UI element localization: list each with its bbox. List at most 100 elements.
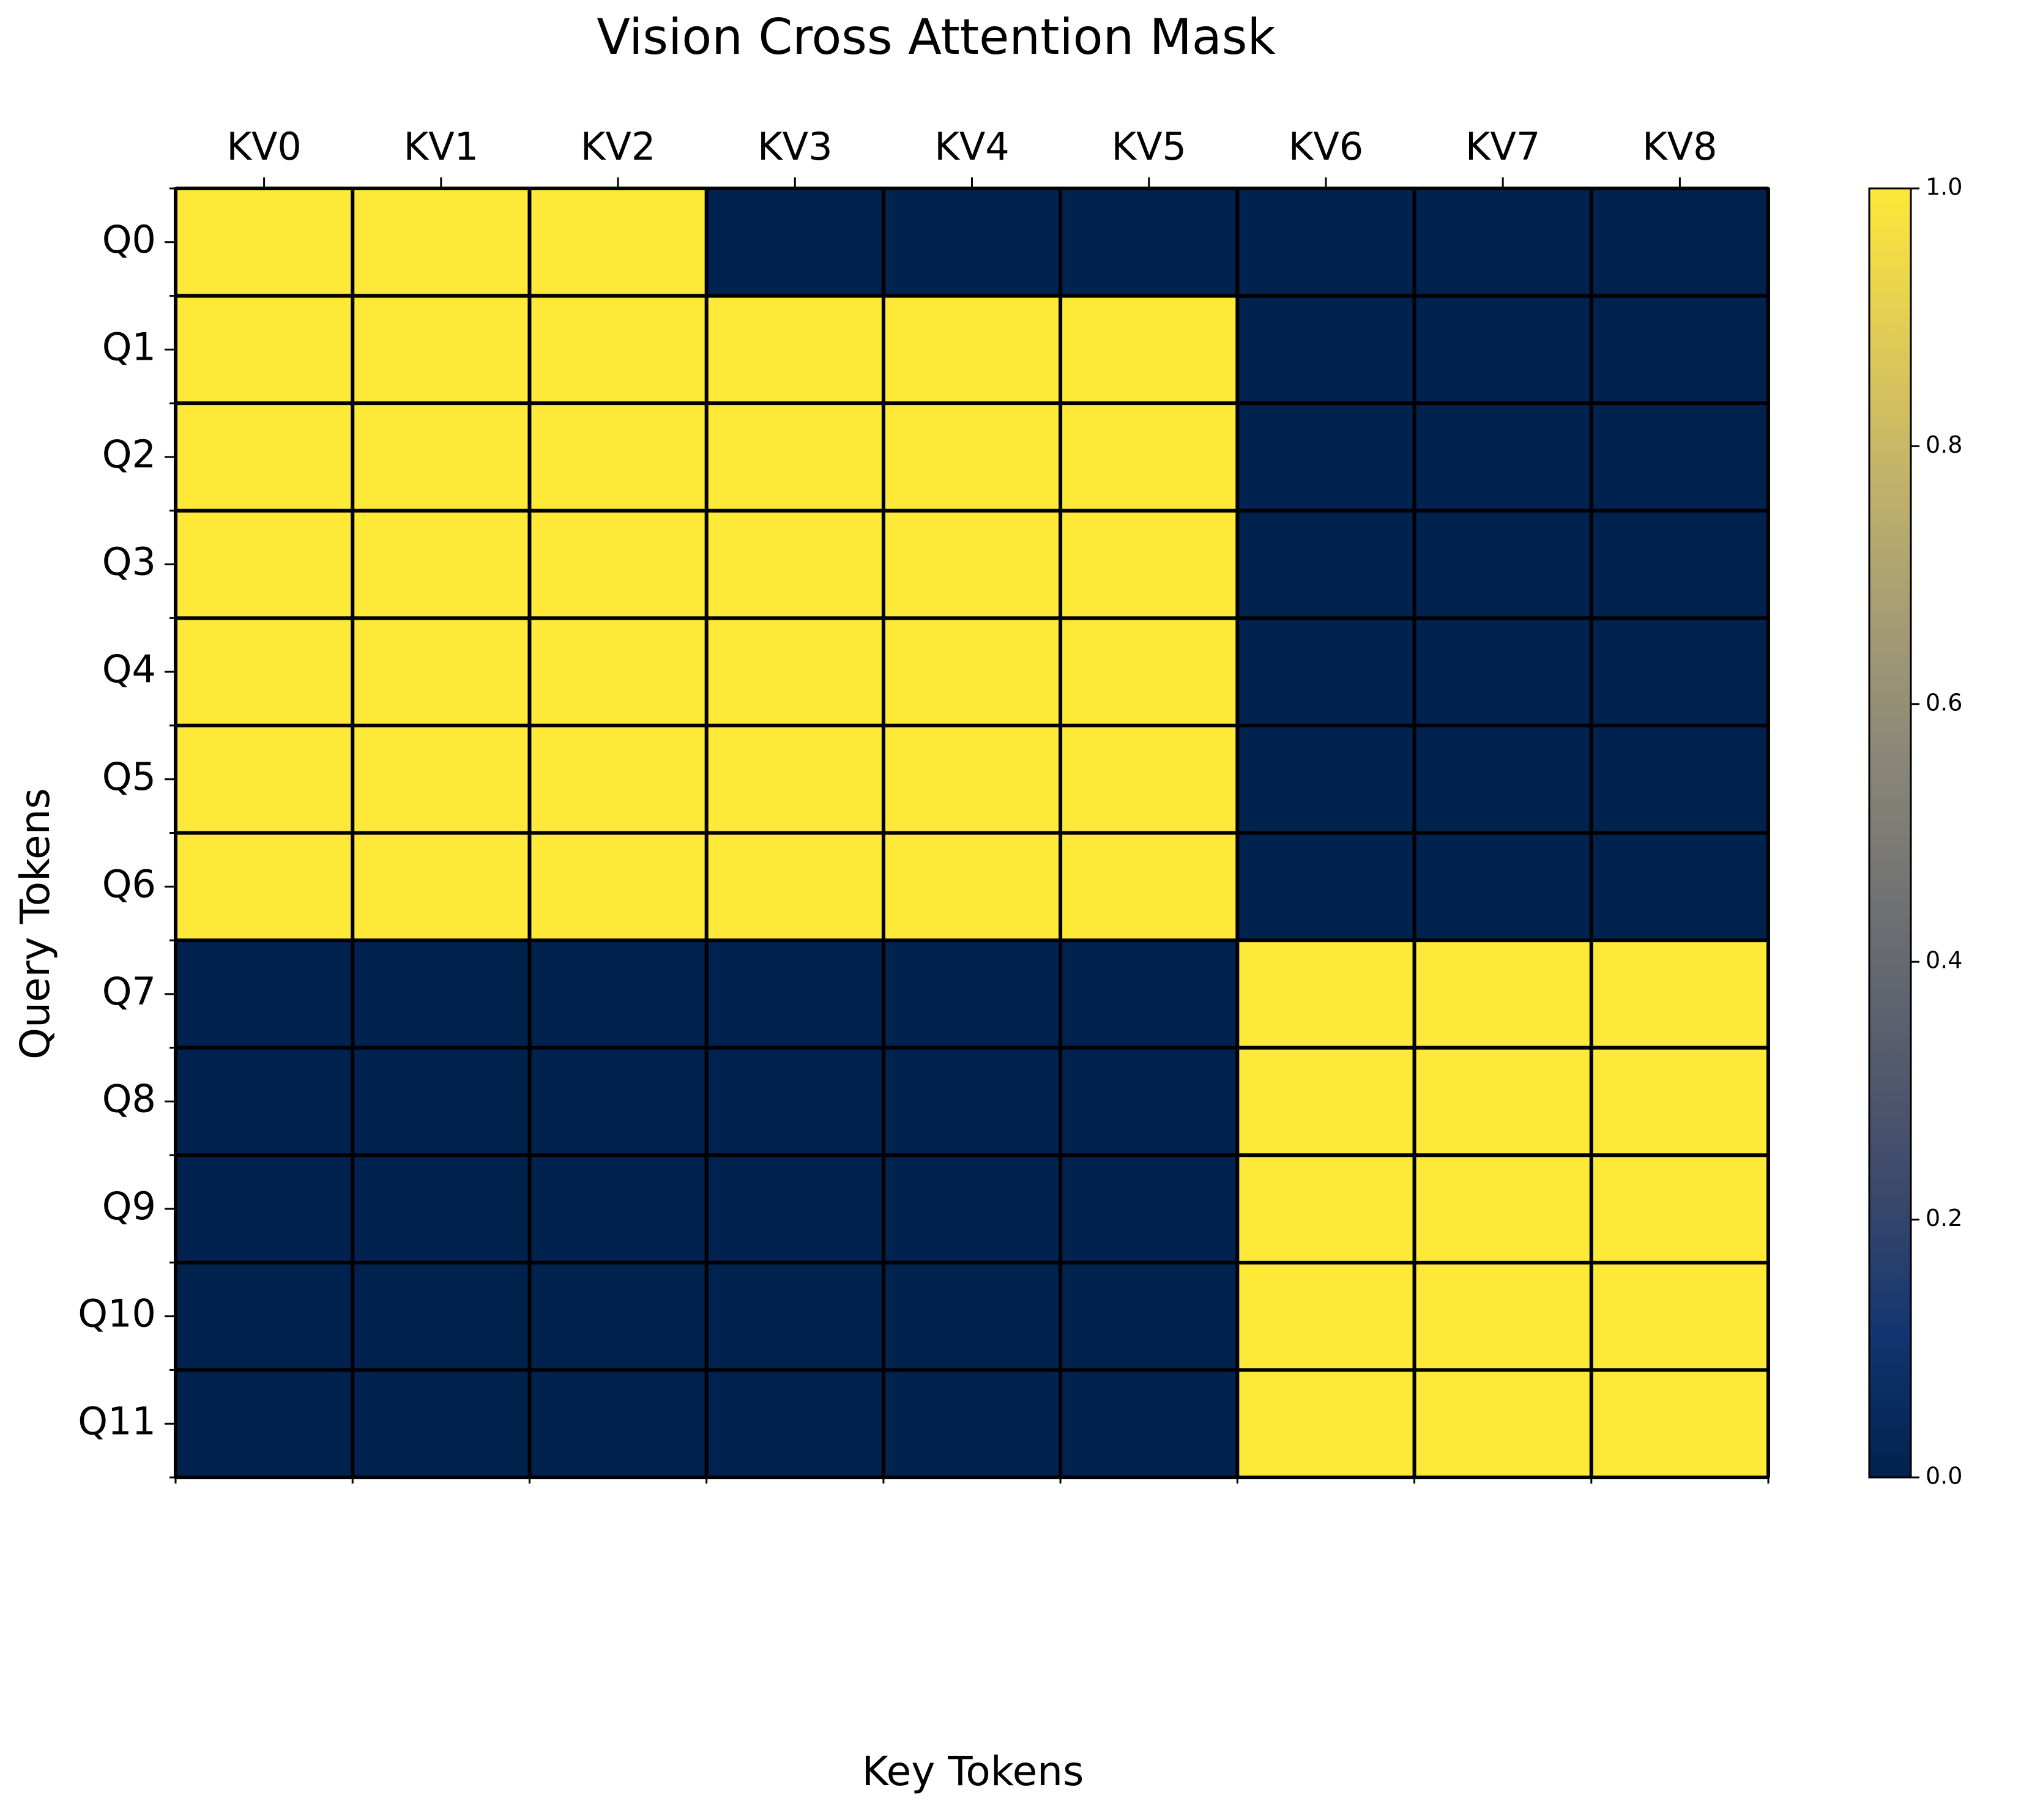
- x-tick-label: KV2: [581, 124, 656, 169]
- cell-Q11-KV4: [883, 1370, 1061, 1477]
- cell-Q5-KV7: [1414, 725, 1591, 833]
- cell-Q4-KV7: [1414, 618, 1591, 726]
- x-axis-label: Key Tokens: [862, 1748, 1084, 1795]
- cell-Q10-KV4: [883, 1262, 1061, 1370]
- cell-Q2-KV4: [883, 403, 1061, 511]
- cell-Q8-KV1: [352, 1047, 530, 1156]
- y-tick-label: Q10: [78, 1291, 156, 1336]
- cell-Q11-KV1: [352, 1370, 530, 1477]
- x-tick-label: KV8: [1642, 124, 1718, 169]
- cell-Q8-KV7: [1414, 1047, 1591, 1156]
- cell-Q6-KV6: [1237, 833, 1415, 941]
- cell-Q11-KV3: [706, 1370, 884, 1477]
- cell-Q10-KV0: [176, 1262, 353, 1370]
- x-tick-label: KV5: [1111, 124, 1186, 169]
- cell-Q8-KV4: [883, 1047, 1061, 1156]
- cell-Q3-KV8: [1591, 510, 1768, 618]
- cell-Q6-KV2: [529, 833, 707, 941]
- cell-Q9-KV4: [883, 1155, 1061, 1263]
- cell-Q2-KV1: [352, 403, 530, 511]
- colorbar-tick-label: 0.8: [1926, 431, 1962, 458]
- cell-Q2-KV2: [529, 403, 707, 511]
- cell-Q9-KV5: [1060, 1155, 1238, 1263]
- cell-Q3-KV0: [176, 510, 353, 618]
- cell-Q4-KV0: [176, 618, 353, 726]
- cell-Q10-KV2: [529, 1262, 707, 1370]
- colorbar-gradient: [1868, 187, 1912, 1479]
- cell-Q11-KV8: [1591, 1370, 1768, 1477]
- cell-Q6-KV1: [352, 833, 530, 941]
- colorbar-tick-label: 0.6: [1926, 689, 1962, 716]
- cell-Q5-KV5: [1060, 725, 1238, 833]
- cell-Q3-KV6: [1237, 510, 1415, 618]
- cell-Q4-KV3: [706, 618, 884, 726]
- cell-Q6-KV4: [883, 833, 1061, 941]
- cell-Q6-KV5: [1060, 833, 1238, 941]
- cell-Q7-KV4: [883, 940, 1061, 1048]
- cell-Q5-KV6: [1237, 725, 1415, 833]
- cell-Q7-KV7: [1414, 940, 1591, 1048]
- cell-Q9-KV1: [352, 1155, 530, 1263]
- cell-Q3-KV1: [352, 510, 530, 618]
- cell-Q0-KV4: [883, 188, 1061, 296]
- y-tick-label: Q6: [102, 861, 156, 906]
- y-tick-labels: Q0 Q1 Q2 Q3 Q4 Q5 Q6 Q7 Q8 Q9 Q10 Q11: [78, 217, 176, 1443]
- cell-Q4-KV6: [1237, 618, 1415, 726]
- y-tick-label: Q1: [102, 324, 156, 369]
- y-tick-label: Q5: [102, 754, 156, 799]
- cell-Q1-KV6: [1237, 295, 1415, 404]
- cell-Q2-KV8: [1591, 403, 1768, 511]
- y-tick-label: Q11: [78, 1398, 156, 1443]
- x-tick-label: KV4: [934, 124, 1010, 169]
- cell-Q8-KV5: [1060, 1047, 1238, 1156]
- cell-Q1-KV2: [529, 295, 707, 404]
- cell-Q6-KV0: [176, 833, 353, 941]
- cell-Q3-KV3: [706, 510, 884, 618]
- cell-Q6-KV7: [1414, 833, 1591, 941]
- cell-Q2-KV6: [1237, 403, 1415, 511]
- colorbar-tick-label: 0.0: [1926, 1463, 1962, 1490]
- cell-Q6-KV8: [1591, 833, 1768, 941]
- cell-Q9-KV8: [1591, 1155, 1768, 1263]
- cell-Q8-KV2: [529, 1047, 707, 1156]
- colorbar-tick-label: 1.0: [1926, 174, 1962, 201]
- cell-Q7-KV5: [1060, 940, 1238, 1048]
- cell-Q2-KV5: [1060, 403, 1238, 511]
- cell-Q1-KV7: [1414, 295, 1591, 404]
- y-axis-label: Query Tokens: [12, 788, 59, 1060]
- cell-Q5-KV4: [883, 725, 1061, 833]
- x-tick-label: KV1: [404, 124, 479, 169]
- cell-Q9-KV6: [1237, 1155, 1415, 1263]
- cell-Q0-KV5: [1060, 188, 1238, 296]
- y-tick-label: Q8: [102, 1077, 156, 1121]
- cell-Q0-KV6: [1237, 188, 1415, 296]
- cell-Q11-KV0: [176, 1370, 353, 1477]
- cell-Q9-KV0: [176, 1155, 353, 1263]
- cell-Q7-KV3: [706, 940, 884, 1048]
- cell-Q1-KV8: [1591, 295, 1768, 404]
- colorbar: 0.0 0.2 0.4 0.6 0.8 1.0: [1868, 174, 1962, 1490]
- cell-Q3-KV7: [1414, 510, 1591, 618]
- cell-Q5-KV0: [176, 725, 353, 833]
- cell-Q0-KV7: [1414, 188, 1591, 296]
- x-tick-label: KV0: [226, 124, 302, 169]
- cell-Q1-KV1: [352, 295, 530, 404]
- cell-Q4-KV2: [529, 618, 707, 726]
- cell-Q9-KV2: [529, 1155, 707, 1263]
- cell-Q11-KV7: [1414, 1370, 1591, 1477]
- y-tick-label: Q9: [102, 1184, 156, 1228]
- y-tick-label: Q3: [102, 540, 156, 584]
- cell-Q9-KV7: [1414, 1155, 1591, 1263]
- cell-Q8-KV0: [176, 1047, 353, 1156]
- cell-Q7-KV0: [176, 940, 353, 1048]
- cell-Q8-KV6: [1237, 1047, 1415, 1156]
- cell-Q5-KV2: [529, 725, 707, 833]
- cell-Q10-KV1: [352, 1262, 530, 1370]
- cell-Q3-KV2: [529, 510, 707, 618]
- cell-Q0-KV2: [529, 188, 707, 296]
- heatmap-cells: [176, 188, 1768, 1477]
- cell-Q1-KV3: [706, 295, 884, 404]
- cell-Q11-KV2: [529, 1370, 707, 1477]
- x-tick-label: KV6: [1289, 124, 1364, 169]
